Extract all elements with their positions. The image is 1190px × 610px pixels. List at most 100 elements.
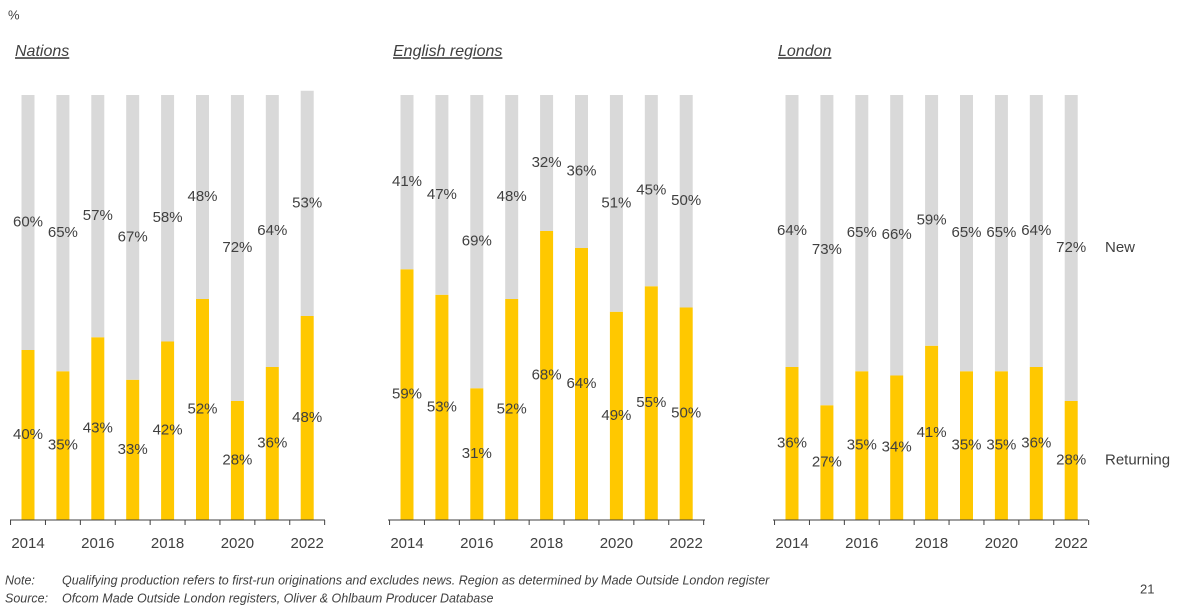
bar-segment bbox=[161, 341, 175, 520]
bar-segment bbox=[435, 294, 449, 520]
data-label: 47% bbox=[427, 186, 457, 203]
data-label: 43% bbox=[83, 420, 113, 437]
data-label: 68% bbox=[532, 366, 562, 383]
bar-segment bbox=[820, 95, 834, 406]
bar-segment bbox=[1029, 367, 1043, 520]
data-label: 52% bbox=[497, 400, 527, 417]
bar-segment bbox=[230, 95, 244, 401]
bar-segment bbox=[196, 95, 209, 299]
note-label: Note: bbox=[5, 573, 35, 587]
data-label: 51% bbox=[601, 194, 631, 211]
data-label: 52% bbox=[187, 400, 217, 417]
bar-segment bbox=[196, 299, 209, 520]
data-label: 48% bbox=[497, 188, 527, 205]
page-number: 21 bbox=[1140, 581, 1154, 596]
data-label: 72% bbox=[1056, 239, 1086, 256]
bar-segment bbox=[855, 95, 869, 372]
data-label: 41% bbox=[917, 424, 947, 441]
bar-segment bbox=[56, 95, 70, 372]
data-label: 36% bbox=[777, 434, 807, 451]
x-tick-label: 2018 bbox=[915, 535, 948, 552]
data-label: 32% bbox=[532, 154, 562, 171]
bar-segment bbox=[855, 371, 869, 520]
data-label: 27% bbox=[812, 454, 842, 471]
data-label: 65% bbox=[986, 224, 1016, 241]
data-label: 65% bbox=[951, 224, 981, 241]
bar-segment bbox=[890, 95, 904, 376]
data-label: 64% bbox=[1021, 222, 1051, 239]
data-label: 65% bbox=[48, 224, 78, 241]
bar-segment bbox=[230, 401, 244, 520]
data-label: 35% bbox=[48, 437, 78, 454]
data-label: 33% bbox=[118, 441, 148, 458]
bar-segment bbox=[960, 371, 973, 520]
data-label: 50% bbox=[671, 192, 701, 209]
bar-segment bbox=[960, 95, 973, 372]
x-tick-label: 2022 bbox=[1055, 535, 1088, 552]
data-label: 72% bbox=[222, 239, 252, 256]
data-label: 35% bbox=[847, 437, 877, 454]
x-tick-label: 2016 bbox=[460, 535, 493, 552]
bar-segment bbox=[785, 95, 799, 367]
bar-segment bbox=[925, 95, 939, 346]
data-label: 28% bbox=[1056, 451, 1086, 468]
bar-segment bbox=[265, 95, 279, 367]
data-label: 35% bbox=[986, 437, 1016, 454]
bar-segment bbox=[609, 95, 623, 312]
data-label: 50% bbox=[671, 405, 701, 422]
data-label: 28% bbox=[222, 451, 252, 468]
source-text: Ofcom Made Outside London registers, Oli… bbox=[62, 591, 494, 605]
bar-segment bbox=[265, 367, 279, 520]
bar-segment bbox=[505, 299, 519, 520]
bar-segment bbox=[400, 269, 414, 520]
bar-segment bbox=[91, 337, 105, 520]
bar-segment bbox=[609, 311, 623, 520]
data-label: 53% bbox=[292, 194, 322, 211]
bar-segment bbox=[126, 95, 140, 380]
panel-title: Nations bbox=[15, 43, 69, 60]
legend-label: Returning bbox=[1105, 451, 1170, 468]
bar-segment bbox=[820, 405, 834, 520]
x-tick-label: 2014 bbox=[390, 535, 423, 552]
data-label: 40% bbox=[13, 426, 43, 443]
data-label: 45% bbox=[636, 182, 666, 199]
data-label: 31% bbox=[462, 445, 492, 462]
bar-segment bbox=[1064, 95, 1078, 401]
bar-segment bbox=[890, 375, 904, 520]
bar-segment bbox=[540, 95, 554, 231]
bar-segment bbox=[505, 95, 519, 299]
data-label: 41% bbox=[392, 173, 422, 190]
data-label: 48% bbox=[187, 188, 217, 205]
bar-segment bbox=[925, 345, 939, 520]
data-label: 67% bbox=[118, 228, 148, 245]
data-label: 36% bbox=[1021, 434, 1051, 451]
bar-segment bbox=[300, 316, 314, 520]
data-label: 69% bbox=[462, 233, 492, 250]
data-label: 36% bbox=[566, 162, 596, 179]
bar-segment bbox=[644, 95, 658, 287]
data-label: 36% bbox=[257, 434, 287, 451]
data-label: 64% bbox=[777, 222, 807, 239]
data-label: 49% bbox=[601, 407, 631, 424]
source-label: Source: bbox=[5, 591, 48, 605]
bar-segment bbox=[575, 248, 588, 520]
x-tick-label: 2020 bbox=[600, 535, 633, 552]
data-label: 34% bbox=[882, 439, 912, 456]
bar-segment bbox=[679, 307, 693, 520]
bar-segment bbox=[1029, 95, 1043, 367]
bar-segment bbox=[1064, 401, 1078, 520]
bar-segment bbox=[575, 95, 588, 248]
bar-segment bbox=[300, 90, 314, 316]
bar-segment bbox=[470, 95, 484, 389]
x-tick-label: 2018 bbox=[530, 535, 563, 552]
panel-title: English regions bbox=[393, 43, 502, 60]
bar-segment bbox=[679, 95, 693, 308]
x-tick-label: 2014 bbox=[11, 535, 44, 552]
x-tick-label: 2022 bbox=[670, 535, 703, 552]
x-tick-label: 2020 bbox=[985, 535, 1018, 552]
data-label: 35% bbox=[951, 437, 981, 454]
bar-segment bbox=[540, 231, 554, 520]
bar-segment bbox=[91, 95, 105, 338]
x-tick-label: 2018 bbox=[151, 535, 184, 552]
x-tick-label: 2020 bbox=[221, 535, 254, 552]
